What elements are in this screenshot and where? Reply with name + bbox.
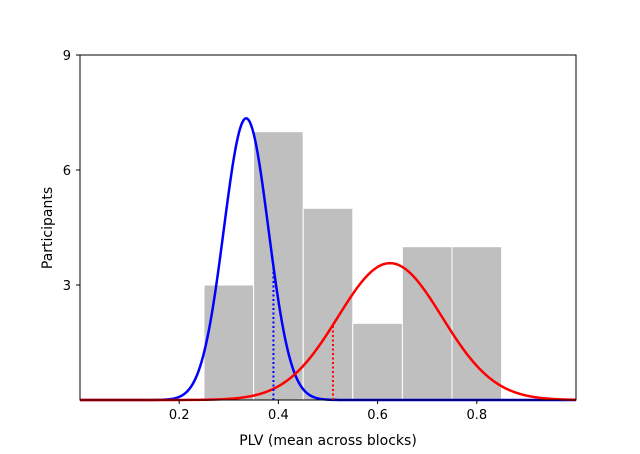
x-tick-label: 0.2 bbox=[169, 408, 190, 423]
histogram-bar bbox=[451, 246, 503, 401]
histogram-bar bbox=[401, 246, 453, 401]
y-axis-label: Participants bbox=[40, 187, 56, 269]
y-tick-label: 9 bbox=[63, 49, 71, 64]
markers-layer bbox=[272, 266, 334, 400]
x-tick-label: 0.4 bbox=[268, 408, 289, 423]
histogram-bar bbox=[203, 284, 255, 401]
x-axis-label: PLV (mean across blocks) bbox=[239, 433, 417, 449]
bars-layer bbox=[203, 131, 503, 401]
y-tick-label: 6 bbox=[63, 164, 71, 179]
y-axis-ticks: 3 6 9 bbox=[63, 49, 80, 294]
histogram-bar bbox=[302, 207, 354, 401]
x-tick-label: 0.8 bbox=[466, 408, 487, 423]
x-tick-label: 0.6 bbox=[367, 408, 388, 423]
histogram-bar bbox=[253, 131, 304, 401]
y-tick-label: 3 bbox=[63, 279, 71, 294]
axes-frame bbox=[79, 54, 577, 401]
histogram-bar bbox=[352, 322, 403, 401]
x-axis-ticks: 0.2 0.4 0.6 0.8 bbox=[169, 400, 487, 423]
